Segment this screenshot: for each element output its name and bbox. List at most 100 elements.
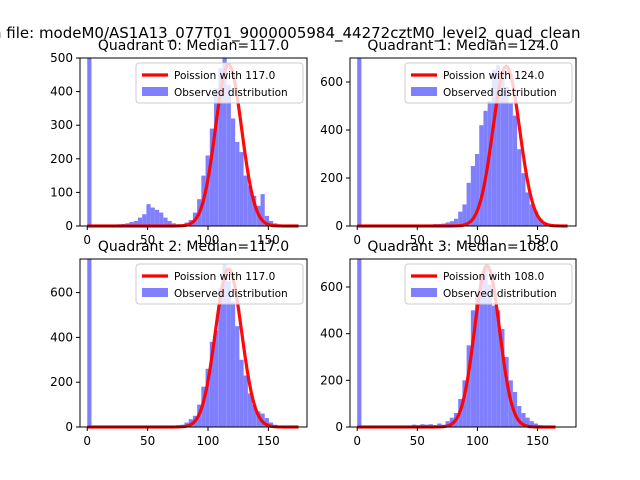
histogram-bar [209, 128, 215, 226]
histogram-bar [205, 368, 210, 427]
y-tick-label: 200 [320, 373, 343, 387]
histogram-bar [214, 88, 219, 227]
histogram-bar [496, 310, 501, 427]
histogram-bar [142, 214, 147, 226]
legend-label-poisson: Poission with 108.0 [443, 271, 544, 283]
x-tick-label: 50 [410, 434, 425, 448]
histogram-bar [475, 154, 480, 226]
histogram-bar [230, 118, 236, 226]
histogram-bar [268, 220, 274, 226]
panel-title: Quadrant 2: Median=117.0 [98, 239, 289, 255]
legend-box [404, 263, 573, 305]
histogram-bar [491, 70, 497, 226]
legend-label-observed: Observed distribution [174, 87, 288, 99]
histogram-bar [226, 84, 231, 226]
histogram-bar [247, 185, 253, 226]
y-tick-label: 200 [320, 171, 343, 185]
histogram-bar [163, 217, 168, 226]
legend-patch-swatch [411, 288, 437, 297]
x-tick-label: 50 [140, 233, 155, 247]
panel-title: Quadrant 0: Median=117.0 [98, 38, 289, 54]
histogram-bar [239, 359, 244, 427]
histogram-bar [491, 305, 497, 427]
histogram-bar [235, 142, 240, 226]
histogram-bar [500, 329, 505, 427]
quadrant-2-plot: 0 50 100 150 0 200 400 600 Quadrant 2: Median=11… [50, 239, 308, 448]
y-tick-label: 600 [320, 280, 343, 294]
histogram-bar [218, 288, 223, 427]
histogram-bar [529, 421, 534, 427]
histogram-bar [470, 310, 476, 427]
histogram-bar [525, 192, 530, 226]
y-tick-label: 0 [65, 219, 73, 233]
x-tick-label: 100 [466, 233, 489, 247]
histogram-bar [538, 218, 543, 226]
histogram-bar [243, 175, 248, 226]
histogram-bar [150, 207, 155, 226]
histogram-bar [252, 404, 257, 427]
histogram-bar [512, 115, 518, 226]
x-tick-label: 100 [466, 434, 489, 448]
legend-label-poisson: Poission with 117.0 [174, 271, 275, 283]
figure-suptitle: n file: modeM0/AS1A13_077T01_9000005984_… [0, 24, 581, 43]
histogram-bar [458, 211, 463, 226]
axes-frame [349, 258, 577, 428]
histogram-bar [209, 341, 215, 427]
legend-box [404, 62, 573, 104]
axes-frame [79, 258, 308, 428]
x-tick-label: 0 [353, 233, 361, 247]
histogram-bar [479, 275, 484, 427]
histogram-bar [445, 421, 450, 427]
histogram-bar [496, 65, 501, 226]
histogram-bar [260, 194, 265, 226]
legend-box [135, 263, 304, 305]
histogram-bar [243, 375, 248, 427]
histogram-bar [533, 211, 539, 226]
y-tick-label: 300 [50, 118, 73, 132]
legend-label-poisson: Poission with 124.0 [443, 70, 544, 82]
x-tick-label: 150 [526, 233, 549, 247]
x-tick-label: 100 [197, 233, 220, 247]
y-tick-label: 500 [50, 51, 73, 65]
y-tick-label: 600 [320, 75, 343, 89]
x-tick-label: 0 [353, 434, 361, 448]
x-tick-label: 0 [83, 233, 91, 247]
histogram-bar [449, 221, 454, 226]
y-tick-label: 600 [50, 286, 73, 300]
histogram-bar [264, 215, 269, 226]
histogram-bar [508, 103, 513, 226]
histogram-bar [252, 195, 257, 226]
histogram-bar [500, 72, 505, 227]
histogram-bar [475, 291, 480, 427]
histogram-bar [504, 86, 509, 226]
quadrant-3-plot: 0 50 100 150 0 200 400 600 Quadrant 3: Median=10… [320, 239, 577, 448]
histogram-bar [533, 423, 539, 427]
histogram-bar [445, 222, 450, 226]
legend-patch-swatch [411, 87, 437, 96]
quadrant-0-plot: 0 50 100 150 0 100 200 300 400 500 Quadrant 0: Med… [50, 38, 308, 247]
histogram-bar [87, 259, 92, 427]
axes-frame [349, 57, 577, 227]
histogram-bar [466, 345, 471, 427]
y-tick-label: 200 [50, 152, 73, 166]
histogram-bar [154, 209, 160, 226]
y-tick-label: 400 [320, 327, 343, 341]
histogram-bar [129, 221, 134, 226]
y-tick-label: 400 [50, 330, 73, 344]
histogram-bar [487, 101, 492, 226]
x-tick-label: 0 [83, 434, 91, 448]
histogram-bar [453, 218, 459, 226]
y-tick-label: 100 [50, 185, 73, 199]
histogram-bar [239, 152, 244, 226]
x-tick-label: 150 [526, 434, 549, 448]
histogram-bar [517, 149, 522, 226]
histogram-bar [487, 284, 492, 427]
histogram-bar [521, 173, 526, 226]
histogram-bar [525, 417, 530, 427]
histogram-bar [483, 266, 488, 427]
x-tick-label: 50 [410, 233, 425, 247]
histogram-bar [167, 220, 172, 226]
histogram-bar [529, 204, 534, 226]
y-tick-label: 200 [50, 375, 73, 389]
histogram-bar [462, 204, 467, 226]
